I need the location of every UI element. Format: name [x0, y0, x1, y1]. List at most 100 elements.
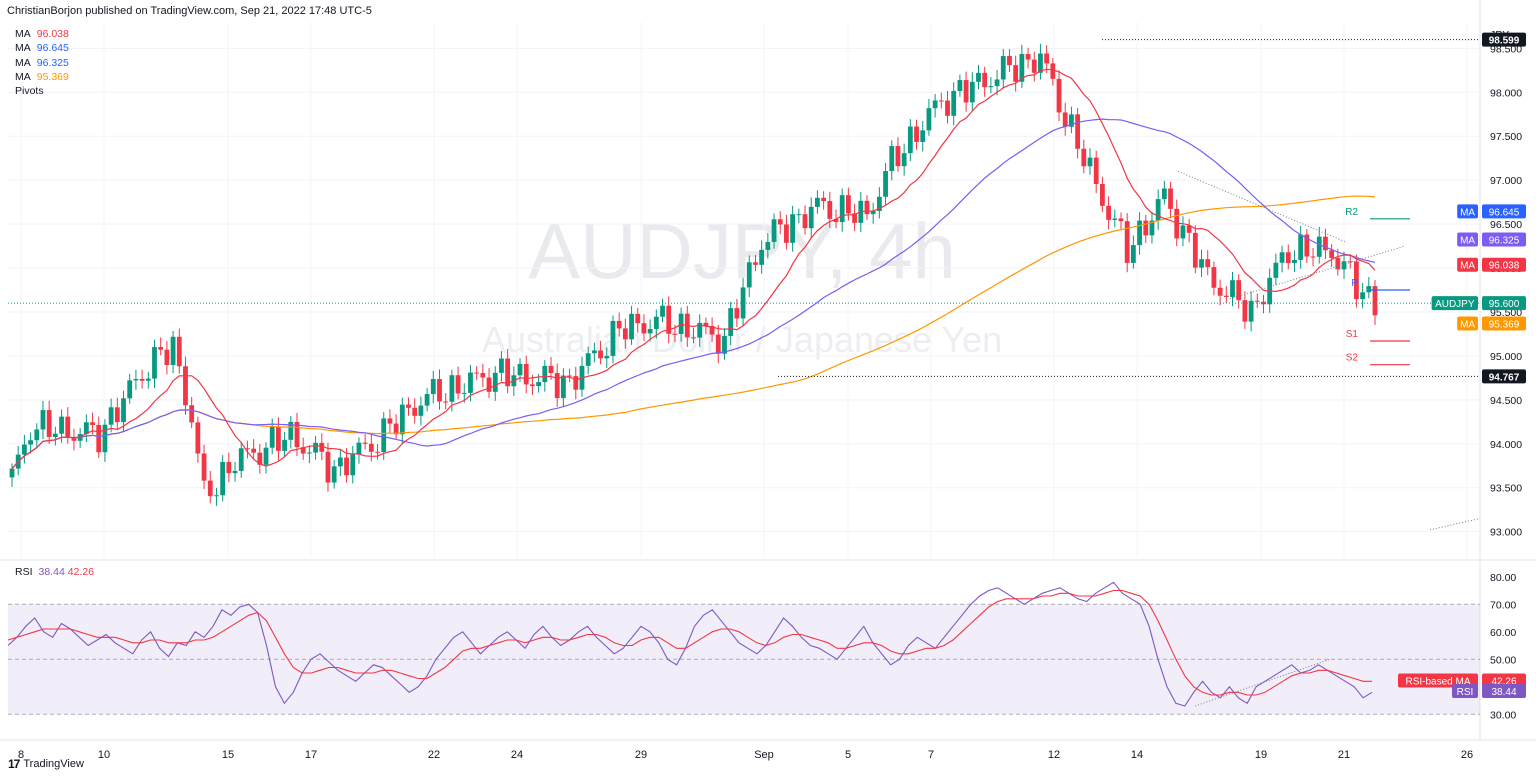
y-tick-label: 97.000 [1490, 175, 1522, 187]
candle-body [232, 470, 238, 474]
candle-body [907, 126, 913, 154]
candle-body [1168, 188, 1173, 209]
candle [362, 434, 368, 450]
candle [226, 452, 232, 483]
candle [34, 423, 40, 447]
candle-body [591, 350, 597, 354]
candle [207, 471, 213, 504]
candle-body [461, 392, 467, 394]
candle-body [90, 422, 95, 425]
rsi-y-tick-label: 60.00 [1490, 627, 1516, 639]
candle [598, 340, 603, 365]
candle [709, 317, 715, 342]
candle-body [994, 79, 1000, 87]
candle-body [573, 376, 579, 390]
candle [40, 400, 46, 440]
candle-body [1199, 259, 1204, 268]
candle-body [393, 423, 399, 435]
candle-body [1236, 280, 1242, 301]
y-tick-label: 93.500 [1490, 483, 1522, 495]
legend-value: 95.369 [36, 70, 69, 83]
candle [771, 213, 777, 249]
candle [406, 397, 411, 416]
pivot-label: R2 [1345, 207, 1358, 218]
candle-body [517, 363, 523, 376]
candle [399, 397, 405, 444]
candle [1031, 51, 1037, 82]
candle-body [1013, 65, 1019, 82]
candle [1316, 227, 1322, 264]
candle [1298, 225, 1304, 269]
rsi-line [7, 581, 1373, 707]
candle-body [170, 336, 176, 365]
candle-body [437, 379, 442, 402]
rsi-label-text: RSI-based MA [1405, 677, 1470, 688]
series-label-text: MA [1460, 235, 1475, 246]
candle [926, 98, 932, 136]
price-mark-value: 98.599 [1489, 36, 1520, 47]
indicator-legend: MA 96.038 MA 96.645 MA 96.325 MA 95.369 Pivo… [15, 27, 69, 98]
candle-body [1211, 267, 1217, 288]
candle-body [722, 335, 727, 354]
x-tick-label: 21 [1338, 749, 1350, 761]
series-value-tag [1482, 257, 1526, 272]
candle [1100, 176, 1105, 212]
legend-label: MA [15, 28, 31, 40]
candle [1261, 294, 1266, 314]
candle [610, 315, 616, 364]
candle [238, 441, 244, 478]
candle-body [1279, 252, 1285, 263]
y-tick-label: 98.000 [1490, 87, 1522, 99]
candle-body [158, 347, 164, 350]
candle-body [1180, 225, 1186, 239]
legend-label: MA [15, 56, 31, 69]
candle-body [356, 442, 362, 455]
rsi-y-tick-label: 70.00 [1490, 599, 1516, 611]
candle-body [381, 418, 387, 452]
candle [963, 71, 969, 112]
candle-body [449, 375, 455, 402]
candle-body [963, 80, 969, 103]
candle [1273, 253, 1279, 285]
candle-body [424, 394, 430, 406]
tradingview-logo-icon: 17 [8, 757, 20, 771]
candle-body [344, 457, 349, 476]
price-mark-tag [1482, 32, 1526, 47]
candle [492, 366, 498, 401]
candle [350, 445, 356, 484]
candle [201, 444, 207, 489]
candle [424, 388, 430, 412]
candle [1254, 293, 1260, 308]
candle [932, 94, 938, 118]
candle [170, 331, 176, 374]
candle [951, 82, 957, 126]
candle-body [71, 437, 77, 441]
candle [1056, 70, 1062, 122]
candle-body [1310, 256, 1316, 258]
series-label-tag [1457, 257, 1478, 272]
legend-row-ma-1: MA 96.038 [15, 27, 69, 41]
candle-body [21, 444, 27, 455]
candle-body [1192, 232, 1198, 268]
rsi-value-text: 42.26 [1491, 677, 1516, 688]
candle [1155, 189, 1161, 230]
candle-body [276, 426, 281, 451]
candle [864, 195, 870, 221]
candle [1248, 291, 1254, 332]
candle [71, 428, 77, 451]
candle-body [257, 452, 263, 465]
candle-body [957, 80, 963, 91]
candle [288, 415, 294, 449]
candle-body [1025, 54, 1031, 60]
candle [957, 74, 963, 97]
candle [1341, 251, 1347, 279]
candle [245, 440, 250, 459]
candle-body [288, 421, 294, 440]
candle-body [1100, 184, 1105, 206]
series-label-tag [1457, 316, 1478, 331]
candle-body [214, 495, 219, 497]
footer-brand[interactable]: 17 TradingView [8, 757, 84, 771]
candle-body [337, 457, 343, 467]
ma-line-purple [11, 118, 1376, 469]
